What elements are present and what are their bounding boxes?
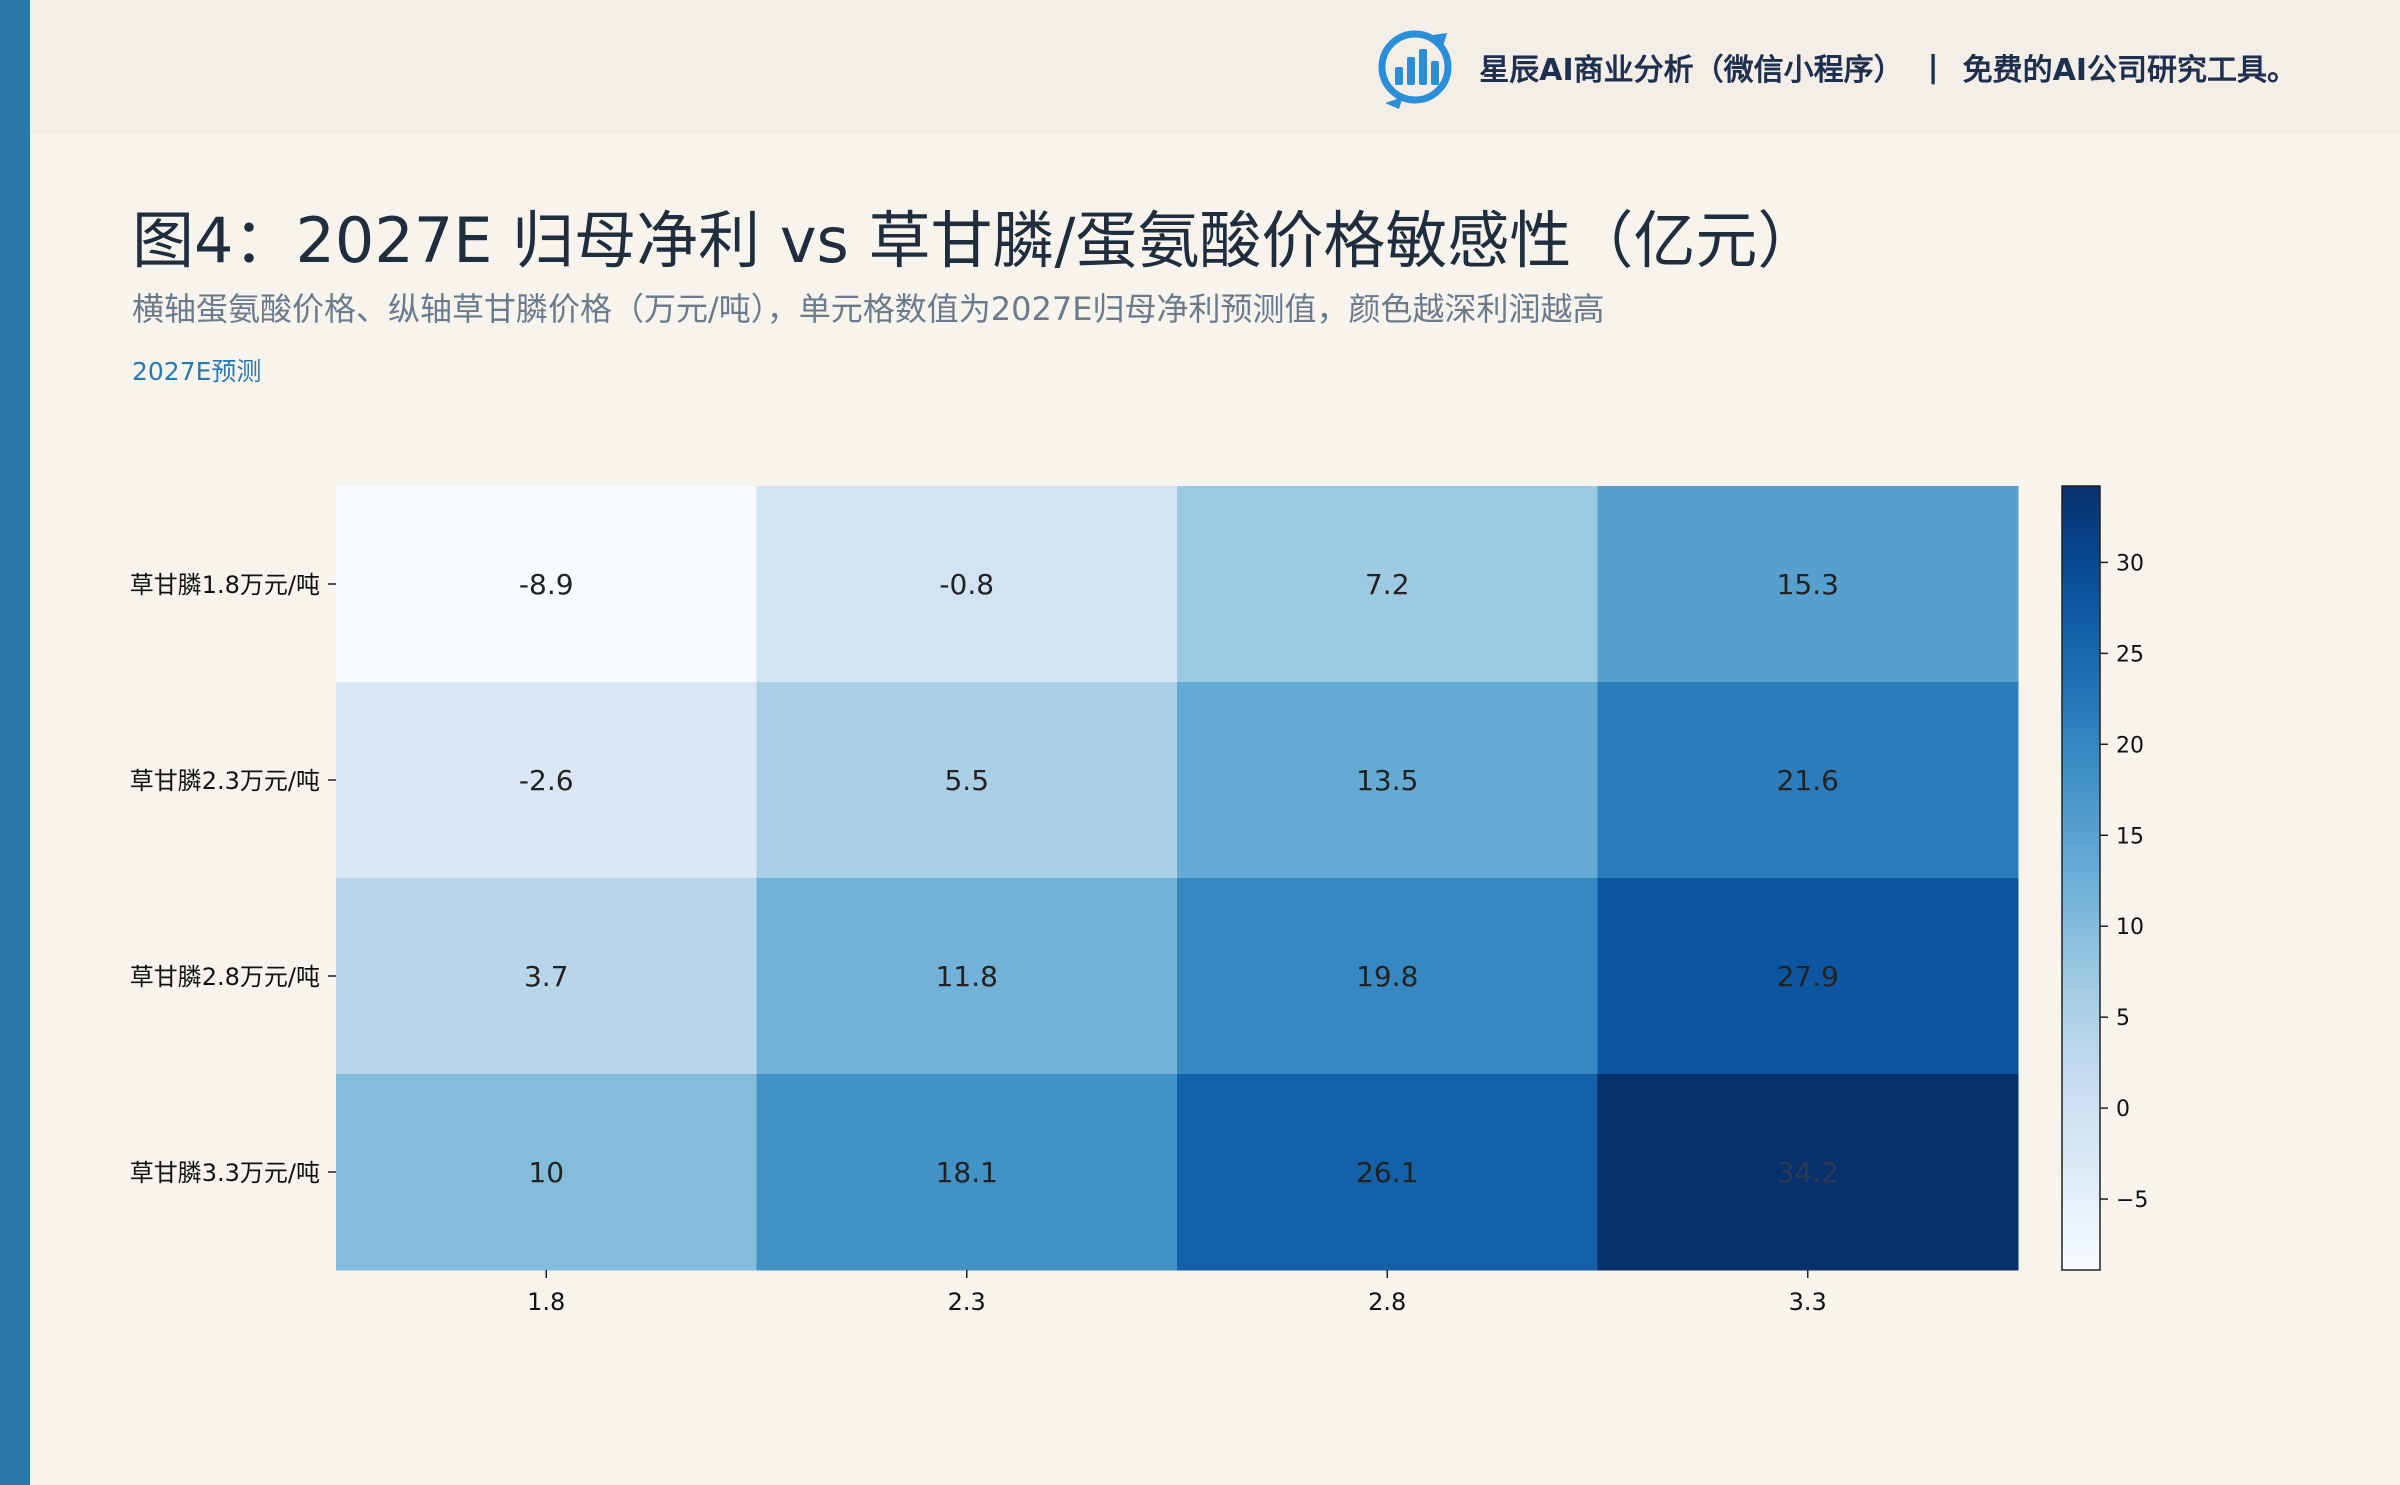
accent-side-bar	[0, 0, 30, 1485]
colorbar-scale	[2061, 485, 2101, 1271]
colorbar-tick-label: 10	[2116, 915, 2144, 940]
page-title: 图4：2027E 归母净利 vs 草甘膦/蛋氨酸价格敏感性（亿元）	[132, 204, 1820, 277]
cell-value-label-r1-c3: 7.2	[1365, 568, 1410, 601]
header-band	[30, 0, 2400, 134]
cell-value-label-r3-c3: 19.8	[1356, 960, 1418, 993]
heatmap-cell-r4-c3	[1177, 1074, 1598, 1271]
cell-value-label-r1-c1: -8.9	[519, 568, 574, 601]
cell-value-label-r3-c4: 27.9	[1777, 960, 1839, 993]
x-tick-label: 1.8	[527, 1288, 565, 1316]
page-subtitle: 横轴蛋氨酸价格、纵轴草甘膦价格（万元/吨），单元格数值为2027E归母净利预测值…	[132, 290, 1605, 328]
y-tick-label: 草甘膦3.3万元/吨	[130, 1159, 320, 1187]
cell-value-label-r2-c2: 5.5	[944, 764, 989, 797]
colorbar-tick-label: 30	[2116, 551, 2144, 576]
brand-header: 星辰AI商业分析（微信小程序） | 免费的AI公司研究工具。	[1375, 22, 2297, 112]
cell-value-label-r4-c1: 10	[528, 1156, 564, 1189]
cell-value-label-r1-c4: 15.3	[1777, 568, 1839, 601]
cell-value-label-r4-c2: 18.1	[936, 1156, 998, 1189]
colorbar-tick-label: 5	[2116, 1006, 2130, 1031]
colorbar-tick-label: 0	[2116, 1097, 2130, 1122]
cell-value-label-r3-c2: 11.8	[936, 960, 998, 993]
colorbar-tick-label: 15	[2116, 824, 2144, 849]
cell-value-label-r2-c4: 21.6	[1777, 764, 1839, 797]
bar-chart-circle-logo-icon	[1378, 30, 1452, 109]
heatmap-cell-r1-c1	[336, 486, 757, 683]
cell-value-label-r3-c1: 3.7	[524, 960, 569, 993]
heatmap-cell-r4-c4	[1597, 1074, 2019, 1271]
y-tick-label: 草甘膦2.3万元/吨	[130, 767, 320, 795]
heatmap-cell-r3-c2	[756, 878, 1178, 1075]
y-tick-label: 草甘膦2.8万元/吨	[130, 963, 320, 991]
colorbar-tick-label: 20	[2116, 733, 2144, 758]
heatmap-cell-r3-c4	[1597, 878, 2019, 1075]
heatmap-cell-r3-c3	[1177, 878, 1598, 1075]
cell-value-label-r2-c1: -2.6	[519, 764, 574, 797]
heatmap-cell-r1-c3	[1177, 486, 1598, 683]
heatmap-cell-r1-c2	[756, 486, 1178, 683]
heatmap-cell-r3-c1	[336, 878, 757, 1075]
x-axis: 1.8 2.3 2.8 3.3	[527, 1270, 1827, 1316]
colorbar: 30 25 20 15 10 5 0 −5	[2061, 485, 2148, 1271]
x-tick-label: 2.3	[948, 1288, 986, 1316]
heatmap-cell-r4-c1	[336, 1074, 757, 1271]
brand-slogan: 免费的AI公司研究工具。	[1962, 53, 2297, 88]
colorbar-tick-label: −5	[2116, 1188, 2148, 1213]
heatmap-cell-r1-c4	[1597, 486, 2019, 683]
x-tick-label: 2.8	[1368, 1288, 1406, 1316]
heatmap-cells	[336, 486, 2019, 1271]
heatmap-cell-labels: -8.9 -0.8 7.2 15.3 -2.6 5.5 13.5 21.6 3.7 11.8 19.…	[519, 568, 1839, 1189]
heatmap-cell-r2-c3	[1177, 682, 1598, 879]
heatmap-cell-r2-c2	[756, 682, 1178, 879]
cell-value-label-r1-c2: -0.8	[939, 568, 994, 601]
cell-value-label-r4-c3: 26.1	[1356, 1156, 1418, 1189]
heatmap-cell-r2-c4	[1597, 682, 2019, 879]
x-tick-label: 3.3	[1789, 1288, 1827, 1316]
forecast-tag: 2027E预测	[132, 357, 262, 386]
colorbar-tick-label: 25	[2116, 642, 2144, 667]
heatmap-cell-r2-c1	[336, 682, 757, 879]
brand-separator: |	[1927, 49, 1939, 85]
cell-value-label-r2-c3: 13.5	[1356, 764, 1418, 797]
brand-name: 星辰AI商业分析（微信小程序）	[1479, 53, 1904, 88]
heatmap-cell-r4-c2	[756, 1074, 1178, 1271]
cell-value-label-r4-c4: 34.2	[1777, 1156, 1839, 1189]
y-tick-label: 草甘膦1.8万元/吨	[130, 571, 320, 599]
